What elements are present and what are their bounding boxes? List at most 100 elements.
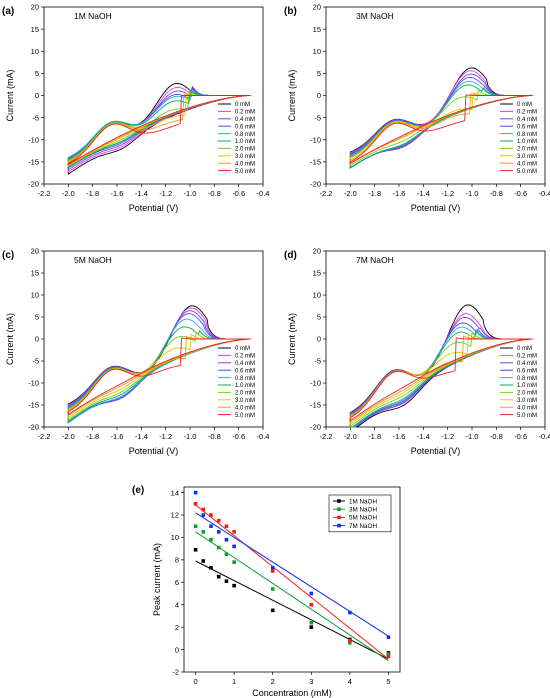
- y-tick-label: 0: [317, 335, 321, 344]
- panel-label: (b): [284, 6, 297, 17]
- y-tick-label: -20: [310, 180, 321, 189]
- legend-label: 4.0 mM: [235, 405, 255, 411]
- x-tick-label: -2.0: [62, 432, 75, 441]
- data-point: [270, 569, 275, 573]
- legend-label: 3.0 mM: [517, 154, 537, 160]
- x-axis-label: Potential (V): [411, 446, 461, 456]
- x-tick-label: -1.4: [417, 432, 430, 441]
- legend-label: 5.0 mM: [517, 413, 537, 419]
- x-tick-label: -1.6: [111, 432, 124, 441]
- legend-label: 4.0 mM: [517, 161, 537, 167]
- data-point: [193, 502, 198, 506]
- x-tick-label: -0.4: [257, 432, 270, 441]
- x-tick-label: -1.6: [111, 189, 124, 198]
- data-point: [386, 635, 391, 640]
- x-tick-label: -1.8: [368, 189, 381, 198]
- x-tick-label: -2.0: [344, 432, 357, 441]
- x-tick-label: -1.4: [417, 189, 430, 198]
- cv-curve-5-0-mM: [67, 337, 251, 416]
- legend-label: 0 mM: [517, 102, 532, 108]
- data-point: [224, 524, 229, 529]
- data-point: [209, 513, 213, 517]
- data-point: [224, 552, 229, 557]
- legend-label: 0.8 mM: [235, 376, 255, 382]
- legend-label: 2.0 mM: [235, 147, 255, 153]
- fit-line-1M-NaOH: [195, 560, 389, 660]
- legend-label: 0.6 mM: [235, 124, 255, 130]
- y-tick-label: 0: [35, 335, 39, 344]
- panel-label: (a): [2, 6, 14, 17]
- y-tick-label: 20: [313, 3, 321, 12]
- data-point: [232, 544, 236, 549]
- y-tick-label: 20: [31, 3, 39, 12]
- x-tick-label: -2.2: [38, 189, 51, 198]
- legend-label: 7M NaOH: [349, 523, 377, 530]
- x-tick-label: 3: [309, 677, 313, 686]
- data-point: [224, 579, 229, 583]
- legend-label: 1.0 mM: [235, 383, 255, 389]
- data-point: [386, 654, 391, 659]
- data-point: [309, 620, 314, 625]
- legend-label: 0 mM: [517, 346, 532, 352]
- x-tick-label: 5: [386, 677, 390, 686]
- legend-label: 1.0 mM: [517, 383, 537, 389]
- legend-label: 5.0 mM: [517, 169, 537, 175]
- y-tick-label: 10: [313, 291, 321, 300]
- legend-label: 5.0 mM: [235, 413, 255, 419]
- x-tick-label: -0.8: [208, 432, 221, 441]
- y-axis-label: Current (mA): [5, 69, 15, 121]
- x-tick-label: -1.2: [159, 432, 172, 441]
- x-tick-label: -1.0: [466, 432, 479, 441]
- x-tick-label: -0.6: [514, 432, 527, 441]
- x-tick-label: -0.4: [539, 432, 550, 441]
- y-tick-label: 0: [317, 91, 321, 100]
- x-tick-label: -0.6: [232, 432, 245, 441]
- y-tick-label: 0: [175, 645, 179, 654]
- y-tick-label: 4: [175, 600, 179, 609]
- legend-label: 3M NaOH: [349, 507, 377, 514]
- cv-curve-2-0-mM: [67, 331, 251, 421]
- cv-curve-5-0-mM: [67, 95, 251, 166]
- legend-marker: [337, 507, 341, 511]
- legend-label: 0.2 mM: [235, 354, 255, 360]
- cv-curve-5-0-mM: [349, 94, 533, 165]
- data-point: [216, 518, 221, 523]
- x-tick-label: -2.0: [62, 189, 75, 198]
- data-point: [348, 638, 352, 643]
- x-axis-label: Potential (V): [411, 203, 461, 213]
- cv-panel-2: -2.2 -2.0 -1.8 -1.6 -1.4 -1.2 -1.0 -0.8 -0.6 -0.4…: [5, 247, 269, 456]
- y-tick-label: -15: [310, 401, 321, 410]
- y-axis-label: Current (mA): [287, 69, 297, 121]
- data-point: [270, 608, 275, 613]
- x-tick-label: -2.0: [344, 189, 357, 198]
- data-point: [270, 587, 275, 591]
- legend-label: 0.6 mM: [517, 124, 537, 130]
- legend-label: 4.0 mM: [235, 161, 255, 167]
- x-tick-label: -1.8: [86, 432, 99, 441]
- legend-marker: [337, 523, 341, 528]
- cv-curve-0-6-mM: [67, 313, 251, 424]
- legend-label: 0.4 mM: [235, 361, 255, 367]
- y-tick-label: 10: [171, 533, 179, 542]
- data-point: [193, 524, 198, 529]
- x-tick-label: -1.2: [441, 189, 454, 198]
- data-point: [209, 524, 213, 529]
- legend-label: 0.2 mM: [517, 110, 537, 116]
- fit-line-3M-NaOH: [195, 531, 389, 662]
- x-tick-label: -1.4: [135, 189, 148, 198]
- y-tick-label: -15: [28, 158, 39, 167]
- legend-label: 0.4 mM: [517, 117, 537, 123]
- x-tick-label: -1.6: [393, 432, 406, 441]
- data-point: [224, 537, 229, 542]
- panel-label: (c): [2, 250, 14, 261]
- x-tick-label: -1.0: [184, 189, 197, 198]
- x-tick-label: -1.4: [135, 432, 148, 441]
- legend-label: 1M NaOH: [349, 498, 377, 505]
- x-tick-label: -1.0: [184, 432, 197, 441]
- x-tick-label: 2: [271, 677, 275, 686]
- x-tick-label: -2.2: [320, 189, 333, 198]
- data-point: [201, 530, 206, 534]
- y-tick-label: 15: [31, 269, 39, 278]
